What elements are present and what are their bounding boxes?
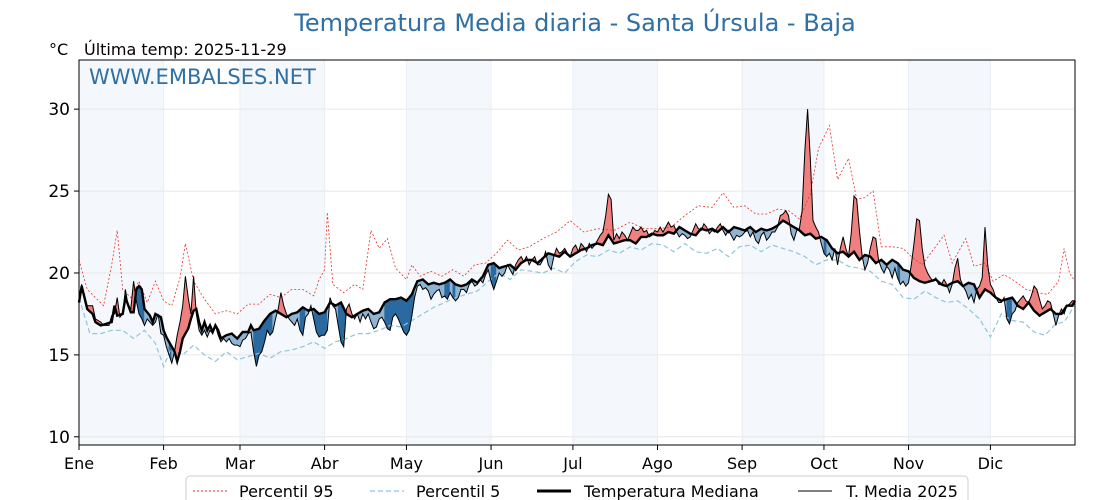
series-line-p5 — [78, 242, 1076, 369]
x-axis: Ene Feb Mar Abr May Jun Jul Ago Sep Oct Nov Dic — [64, 445, 1003, 473]
series-lines — [77, 109, 1077, 369]
x-tick-label: Sep — [727, 454, 757, 473]
grid-lines — [78, 60, 1075, 445]
x-tick-label: Ago — [642, 454, 673, 473]
unit-label: °C — [49, 40, 68, 59]
x-tick-label: Oct — [810, 454, 838, 473]
month-band — [239, 60, 325, 445]
series-line-median — [77, 219, 1077, 366]
deviation-area — [1033, 285, 1038, 314]
plot-frame — [78, 59, 1076, 446]
x-tick-label: Mar — [225, 454, 256, 473]
deviation-area — [403, 298, 407, 336]
legend-label-p5: Percentil 5 — [416, 482, 500, 500]
x-tick-label: Dic — [978, 454, 1004, 473]
month-bands — [79, 60, 991, 445]
deviation-area — [441, 282, 446, 299]
deviation-area — [406, 296, 410, 336]
last-temp-label: Última temp: 2025-11-29 — [84, 40, 287, 59]
watermark-text: WWW.EMBALSES.NET — [89, 65, 316, 89]
month-band — [742, 60, 824, 445]
deviation-area — [853, 195, 858, 257]
x-tick-label: Feb — [149, 454, 177, 473]
deviation-area — [373, 312, 377, 330]
x-tick-label: Nov — [893, 454, 924, 473]
chart-title: Temperatura Media diaria - Santa Úrsula … — [293, 7, 856, 37]
month-band — [79, 60, 164, 445]
y-tick-label: 20 — [48, 264, 70, 284]
x-tick-label: Jul — [562, 454, 582, 473]
deviation-area — [916, 218, 920, 282]
month-band — [406, 60, 492, 445]
legend-label-median: Temperatura Mediana — [583, 482, 759, 500]
series-line-current — [78, 109, 1075, 367]
legend-box — [185, 475, 969, 500]
x-tick-label: Abr — [311, 454, 339, 473]
y-tick-label: 30 — [48, 100, 70, 120]
deviation-area — [608, 194, 612, 241]
y-axis: 10 15 20 25 30 — [48, 100, 79, 448]
legend: Percentil 95 Percentil 5 Temperatura Med… — [185, 475, 969, 500]
x-tick-label: Jun — [478, 454, 504, 473]
x-tick-label: May — [390, 454, 423, 473]
legend-label-current: T. Media 2025 — [845, 482, 958, 500]
y-tick-label: 10 — [48, 428, 70, 448]
x-tick-label: Ene — [64, 454, 94, 473]
y-tick-label: 25 — [48, 182, 70, 202]
deviation-area — [318, 312, 323, 338]
deviation-area — [321, 311, 325, 336]
y-tick-label: 15 — [48, 346, 70, 366]
series-line-p95 — [78, 124, 1076, 315]
legend-label-p95: Percentil 95 — [239, 482, 334, 500]
